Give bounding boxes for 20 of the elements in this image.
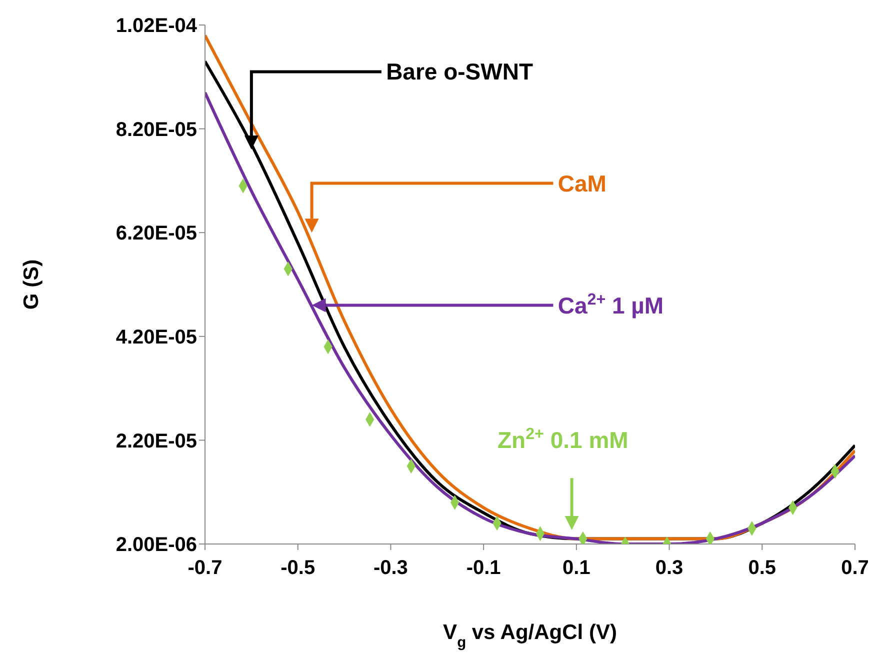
y-tick-label: 2.00E-06 xyxy=(116,534,197,556)
y-axis-title: G (S) xyxy=(20,259,43,310)
x-tick-label: -0.3 xyxy=(373,557,408,580)
x-tick-label: 0.1 xyxy=(562,557,590,580)
y-tick-label: 6.20E-05 xyxy=(116,222,197,245)
y-tick-label: 8.20E-05 xyxy=(116,118,197,141)
y-tick-label: 2.20E-05 xyxy=(116,430,197,452)
x-tick-label: 0.3 xyxy=(655,557,684,580)
x-tick-label: 0.5 xyxy=(748,557,776,580)
text: Zn$^{2+}$ 0.1 mM xyxy=(498,425,628,454)
y-tick-label: 4.20E-05 xyxy=(116,326,197,348)
x-tick-label: -0.7 xyxy=(188,557,222,580)
x-tick-label: 0.7 xyxy=(841,557,869,580)
text: CaM xyxy=(558,170,606,196)
x-tick-label: -0.5 xyxy=(280,557,316,580)
text: Ca$^{2+}$ 1 µM xyxy=(558,290,664,318)
y-tick-label: 1.02E-04 xyxy=(116,15,198,38)
x-tick-label: -0.1 xyxy=(466,557,501,580)
text: Bare o-SWNT xyxy=(386,58,534,85)
x-axis-title: V$_{g}$ vs Ag/AgCl (V) xyxy=(443,621,617,651)
